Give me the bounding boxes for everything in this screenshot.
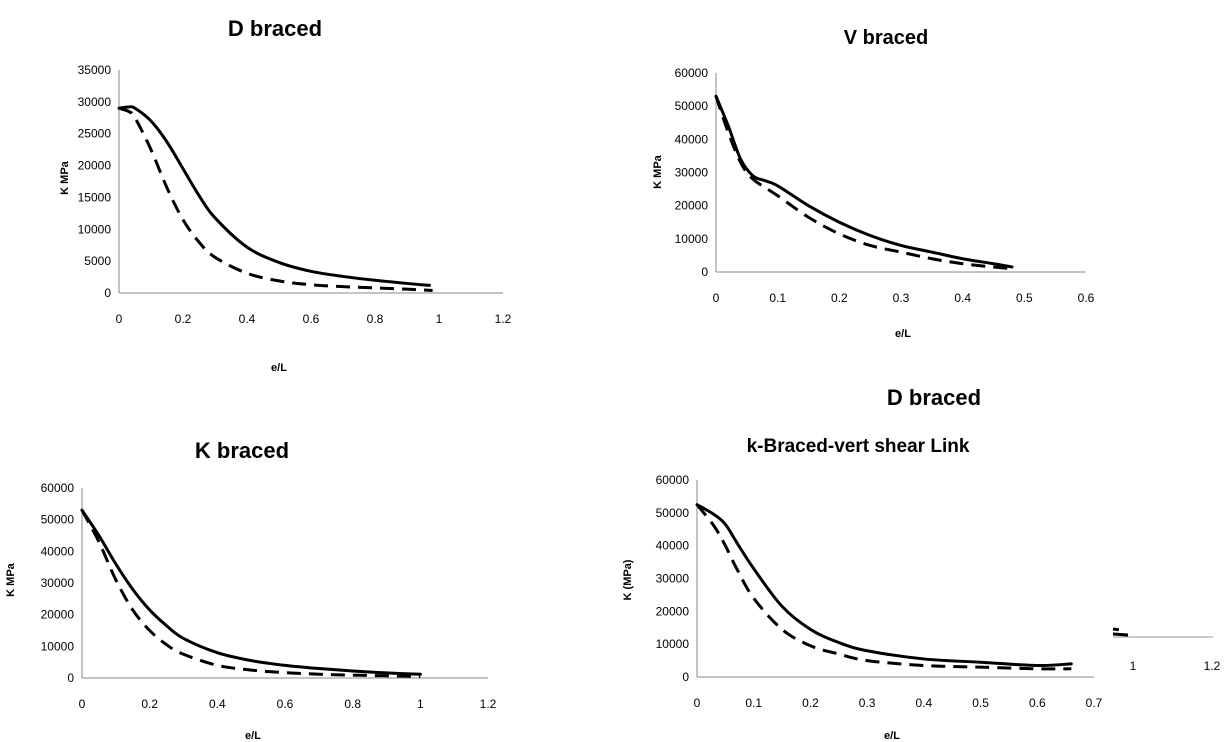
x-tick-label: 0.6 xyxy=(277,697,294,711)
x-tick-label: 1.2 xyxy=(480,697,497,711)
dashed-series-line xyxy=(714,95,1013,271)
y-tick-label: 10000 xyxy=(78,222,112,236)
solid-series-line xyxy=(695,503,1073,668)
y-axis-label: K MPa xyxy=(652,154,664,189)
chart-title: K braced xyxy=(195,438,289,463)
overlapping-heading: D braced xyxy=(887,385,981,410)
x-tick-label: 0.5 xyxy=(1016,291,1033,305)
x-tick-label: 0.1 xyxy=(769,291,786,305)
y-tick-label: 40000 xyxy=(656,539,690,553)
x-tick-label: 0.2 xyxy=(175,312,192,326)
x-tick-label: 1 xyxy=(417,697,424,711)
chart-k-braced-vert-shear-link: D braced k-Braced-vert shear Link K (MPa… xyxy=(622,385,1103,742)
y-tick-label: 20000 xyxy=(41,608,75,622)
y-tick-label: 50000 xyxy=(675,99,709,113)
chart-d-braced: D braced K MPa e/L 0 5000 10000 15000 20000 2… xyxy=(59,16,512,374)
x-tick-label: 0.4 xyxy=(209,697,226,711)
y-tick-label: 25000 xyxy=(78,127,112,141)
x-tick-label: 0.8 xyxy=(344,697,361,711)
y-tick-label: 30000 xyxy=(675,166,709,180)
x-tick-label: 0.4 xyxy=(239,312,256,326)
dashed-series-line xyxy=(118,106,433,292)
x-axis-label: e/L xyxy=(245,730,261,742)
plot-area: 0 10000 20000 30000 40000 50000 60000 0 0.1 0.2 0.… xyxy=(675,66,1095,305)
y-tick-label: 40000 xyxy=(675,132,709,146)
x-tick-label: 0.6 xyxy=(1029,696,1046,710)
y-tick-label: 0 xyxy=(701,265,708,279)
x-axis-label: e/L xyxy=(895,328,911,340)
x-tick-label: 0.3 xyxy=(893,291,910,305)
x-tick-label: 0.2 xyxy=(141,697,158,711)
fragment-tick-label: 1.2 xyxy=(1204,659,1221,673)
dashed-series-line xyxy=(695,503,1072,671)
y-tick-label: 5000 xyxy=(84,254,111,268)
y-tick-label: 0 xyxy=(104,286,111,300)
y-tick-label: 50000 xyxy=(656,506,690,520)
x-tick-label: 0.8 xyxy=(367,312,384,326)
x-tick-label: 0.4 xyxy=(916,696,933,710)
chart-title: V braced xyxy=(844,27,928,49)
x-tick-label: 1.2 xyxy=(495,312,512,326)
y-tick-label: 20000 xyxy=(675,199,709,213)
y-tick-label: 10000 xyxy=(675,232,709,246)
x-tick-label: 0.2 xyxy=(802,696,819,710)
y-axis-label: K (MPa) xyxy=(622,559,634,600)
y-tick-label: 20000 xyxy=(78,159,112,173)
x-tick-label: 0.3 xyxy=(859,696,876,710)
y-tick-label: 35000 xyxy=(78,63,112,77)
x-tick-label: 0 xyxy=(694,696,701,710)
y-tick-label: 30000 xyxy=(78,95,112,109)
y-tick-label: 60000 xyxy=(656,473,690,487)
dashed-series-line xyxy=(80,509,421,678)
y-axis-label: K MPa xyxy=(59,160,71,195)
x-axis-label: e/L xyxy=(884,730,900,742)
y-tick-label: 20000 xyxy=(656,604,690,618)
chart-k-braced: K braced K MPa e/L 0 10000 20000 30000 40000… xyxy=(5,438,497,742)
solid-series-line xyxy=(714,94,1014,269)
y-axis-label: K MPa xyxy=(5,562,17,597)
plot-area: 0 5000 10000 15000 20000 25000 30000 35000 0 0.2 0… xyxy=(78,63,512,326)
x-tick-label: 0 xyxy=(79,697,86,711)
y-tick-label: 50000 xyxy=(41,513,75,527)
solid-series-line xyxy=(117,105,431,287)
y-tick-label: 0 xyxy=(67,671,74,685)
x-axis-label: e/L xyxy=(271,362,287,374)
x-tick-label: 1 xyxy=(436,312,443,326)
overlap-fragment: 1 1.2 xyxy=(1112,627,1221,673)
x-tick-label: 0.5 xyxy=(972,696,989,710)
x-tick-label: 0 xyxy=(116,312,123,326)
fragment-solid-stub xyxy=(1112,632,1129,637)
fragment-tick-label: 1 xyxy=(1130,659,1137,673)
solid-series-line xyxy=(80,508,422,676)
y-tick-label: 60000 xyxy=(675,66,709,80)
x-tick-label: 0.6 xyxy=(303,312,320,326)
fragment-dashed-stub xyxy=(1112,627,1122,632)
y-tick-label: 0 xyxy=(682,670,689,684)
x-tick-label: 0.1 xyxy=(745,696,762,710)
y-tick-label: 30000 xyxy=(656,572,690,586)
plot-area: 0 10000 20000 30000 40000 50000 60000 0 0.2 0.4 0.… xyxy=(41,481,497,711)
x-tick-label: 0.6 xyxy=(1078,291,1095,305)
plot-area: 0 10000 20000 30000 40000 50000 60000 0 0.1 0.2 0.… xyxy=(656,473,1103,710)
x-tick-label: 0 xyxy=(713,291,720,305)
y-tick-label: 40000 xyxy=(41,544,75,558)
y-tick-label: 10000 xyxy=(41,639,75,653)
x-tick-label: 0.4 xyxy=(954,291,971,305)
y-tick-label: 10000 xyxy=(656,637,690,651)
x-tick-label: 0.2 xyxy=(831,291,848,305)
chart-title: k-Braced-vert shear Link xyxy=(747,436,970,457)
y-tick-label: 30000 xyxy=(41,576,75,590)
chart-v-braced: V braced K MPa e/L 0 10000 20000 30000 40000… xyxy=(652,27,1095,340)
chart-title: D braced xyxy=(228,16,322,41)
x-tick-label: 0.7 xyxy=(1086,696,1103,710)
y-tick-label: 60000 xyxy=(41,481,75,495)
y-tick-label: 15000 xyxy=(78,190,112,204)
